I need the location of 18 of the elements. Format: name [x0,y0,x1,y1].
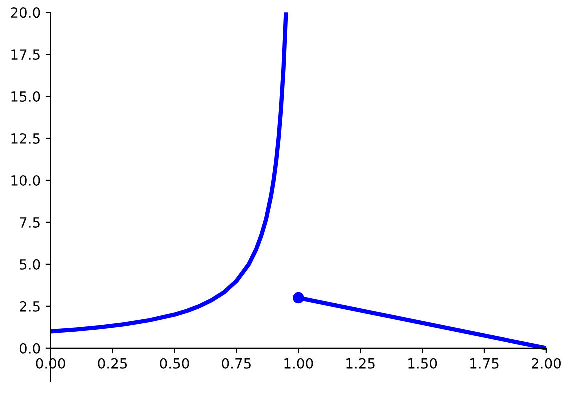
y-tick-label: 20.0 [11,8,40,18]
y-tick-label: 15.0 [12,92,40,102]
x-tick-label: 0.25 [98,358,128,369]
y-tick-label: 17.5 [12,50,40,60]
line-series [50,12,288,334]
x-tick-label: 1.25 [346,358,375,369]
x-tick-label: 1.75 [470,358,499,369]
x-tick-label: 1.00 [284,358,314,369]
y-tick-label: 10.0 [12,175,40,186]
y-tick-label: 2.5 [20,301,40,312]
x-tick-label: 0.50 [160,358,190,369]
x-tick-label: 2.00 [532,358,561,369]
y-tick-label: 7.5 [20,218,40,228]
y-tick-label: 12.5 [12,133,40,144]
y-tick-label: 0.0 [20,343,40,354]
x-tick-label: 1.50 [408,358,438,369]
x-tick-label: 0.75 [222,358,251,369]
y-tick-label: 5.0 [20,259,40,270]
